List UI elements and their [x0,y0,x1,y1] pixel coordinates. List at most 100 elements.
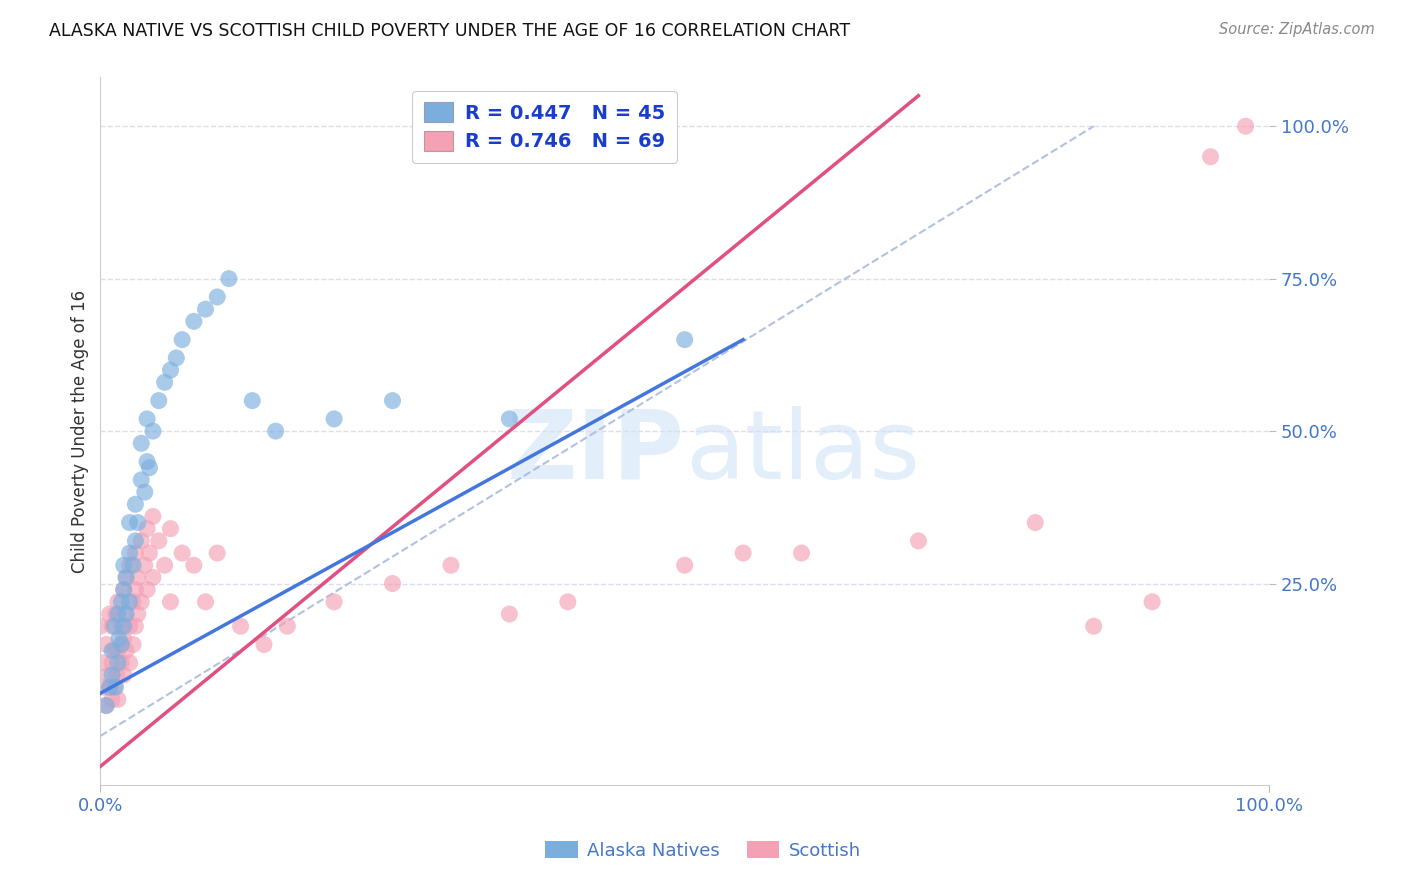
Point [93,680,115,694]
Point [129,473,152,487]
Point [115,570,138,584]
Point [124,497,146,511]
Point [124,619,146,633]
Point [498,607,520,621]
Text: Source: ZipAtlas.com: Source: ZipAtlas.com [1219,22,1375,37]
Point [253,638,276,652]
Point [673,558,696,573]
Point [107,607,129,621]
Point [733,546,755,560]
Point [118,656,141,670]
Point [129,436,152,450]
Point [136,582,159,597]
Point [142,509,165,524]
Point [138,460,160,475]
Point [790,546,813,560]
Point [381,393,404,408]
Point [673,333,696,347]
Point [129,595,152,609]
Point [107,656,129,670]
Point [115,570,138,584]
Point [1234,120,1257,134]
Point [103,680,125,694]
Point [229,619,252,633]
Point [1199,150,1222,164]
Point [218,271,240,285]
Point [122,595,145,609]
Point [138,546,160,560]
Point [91,656,114,670]
Point [142,424,165,438]
Point [101,656,124,670]
Point [103,619,125,633]
Point [101,692,124,706]
Point [172,333,194,347]
Point [101,668,124,682]
Point [153,376,176,390]
Point [98,680,121,694]
Point [136,412,159,426]
Point [98,607,121,621]
Point [96,638,118,652]
Point [183,314,205,328]
Point [148,533,170,548]
Point [112,558,135,573]
Point [142,570,165,584]
Point [118,558,141,573]
Point [122,638,145,652]
Point [107,692,129,706]
Point [98,680,121,694]
Point [118,595,141,609]
Point [124,533,146,548]
Point [1083,619,1105,633]
Point [1024,516,1046,530]
Legend: Alaska Natives, Scottish: Alaska Natives, Scottish [538,834,868,867]
Point [108,632,131,646]
Point [118,619,141,633]
Point [240,393,263,408]
Text: atlas: atlas [685,406,920,499]
Point [323,595,346,609]
Point [103,643,125,657]
Point [136,522,159,536]
Point [276,619,298,633]
Point [159,595,181,609]
Legend: R = 0.447   N = 45, R = 0.746   N = 69: R = 0.447 N = 45, R = 0.746 N = 69 [412,91,676,163]
Point [118,546,141,560]
Point [124,582,146,597]
Point [134,558,156,573]
Point [136,454,159,468]
Point [194,595,217,609]
Point [118,516,141,530]
Point [105,668,128,682]
Point [165,351,187,365]
Point [153,558,176,573]
Point [115,607,138,621]
Point [134,485,156,500]
Point [115,643,138,657]
Point [907,533,929,548]
Point [264,424,287,438]
Point [183,558,205,573]
Point [557,595,579,609]
Point [498,412,520,426]
Point [112,619,135,633]
Point [107,643,129,657]
Point [110,619,132,633]
Point [97,668,120,682]
Point [107,595,129,609]
Y-axis label: Child Poverty Under the Age of 16: Child Poverty Under the Age of 16 [72,290,89,573]
Point [205,290,228,304]
Point [323,412,346,426]
Point [101,643,124,657]
Point [89,619,111,633]
Point [1140,595,1163,609]
Point [122,558,145,573]
Point [112,582,135,597]
Point [110,638,132,652]
Text: ALASKA NATIVE VS SCOTTISH CHILD POVERTY UNDER THE AGE OF 16 CORRELATION CHART: ALASKA NATIVE VS SCOTTISH CHILD POVERTY … [49,22,851,40]
Point [112,632,135,646]
Point [104,680,127,694]
Point [104,607,127,621]
Point [127,516,149,530]
